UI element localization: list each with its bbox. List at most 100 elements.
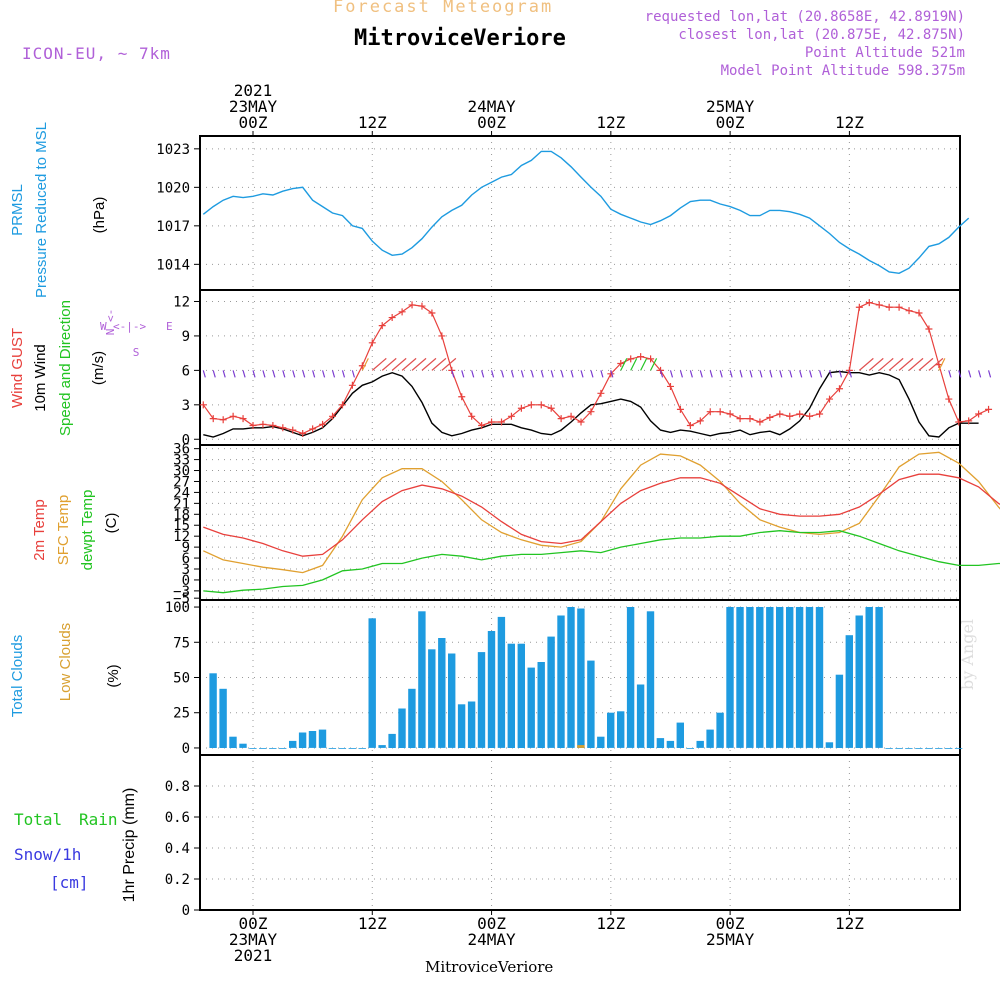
wind-gust-marker xyxy=(527,401,535,409)
y-tick-label: 9 xyxy=(182,329,190,345)
wind-gust-marker xyxy=(865,299,873,307)
wind-direction-arrow xyxy=(252,370,256,378)
wind-gust-marker xyxy=(985,405,993,413)
wind-gust-marker xyxy=(806,412,814,420)
y-tick-label: 0 xyxy=(182,573,190,589)
total-clouds-bar xyxy=(845,635,853,748)
y-tick-label: 1023 xyxy=(156,142,190,158)
time-label-top: 00Z xyxy=(477,113,506,132)
wind-gust-marker xyxy=(726,410,734,418)
wind-gust-marker xyxy=(567,412,575,420)
total-clouds-bar xyxy=(457,704,466,748)
wind-gust-marker xyxy=(329,412,337,420)
panel-frame-temperature xyxy=(199,444,961,601)
wind-gust-marker xyxy=(378,322,386,330)
wind-direction-arrow xyxy=(978,370,982,378)
wind-gust-marker xyxy=(458,393,466,401)
wind-gust-marker xyxy=(537,401,545,409)
wind-gust-marker xyxy=(547,404,555,412)
total-clouds-bar xyxy=(626,607,635,748)
wind-direction-arrow xyxy=(451,370,455,378)
wind-gust-marker xyxy=(488,418,496,426)
wind-gust-marker xyxy=(855,303,863,311)
wind-gust-marker xyxy=(716,408,724,416)
total-clouds-bar xyxy=(656,738,665,748)
total-label: Total xyxy=(14,810,62,829)
time-label-top: 23MAY xyxy=(229,97,278,116)
wind-gust-marker xyxy=(657,366,665,374)
total-clouds-bar xyxy=(736,607,744,748)
wind-gust-marker xyxy=(299,430,307,438)
total-clouds-bar xyxy=(915,748,923,749)
wind-direction-arrow xyxy=(530,370,534,378)
total-clouds-bar xyxy=(308,731,317,748)
wind-gust-marker xyxy=(219,416,227,424)
precip-unit-label: 1hr Precip (mm) xyxy=(121,788,138,903)
total-clouds-bar xyxy=(567,607,575,748)
time-label-top: 12Z xyxy=(596,113,625,132)
wind-direction-arrow xyxy=(948,370,952,378)
y-tick-label: 15 xyxy=(173,518,190,534)
low-clouds-bar xyxy=(577,745,585,748)
wind-gust-marker xyxy=(557,415,565,423)
wind-gust-marker xyxy=(448,366,456,374)
wind-gust-marker xyxy=(478,421,486,429)
total-clouds-bar xyxy=(557,615,565,748)
wind-speed-line xyxy=(203,370,979,438)
wind-direction-arrow xyxy=(341,370,346,378)
wind-direction-arrow xyxy=(828,370,833,378)
wind-gust-marker xyxy=(507,412,515,420)
pressure-label-msl: Pressure Reduced to MSL xyxy=(33,122,50,298)
wind-direction-arrow xyxy=(421,357,437,371)
total-clouds-bar xyxy=(825,742,834,748)
total-clouds-bar xyxy=(666,740,675,748)
time-label-bottom: 00Z xyxy=(716,914,745,933)
y-tick-label: 0.4 xyxy=(165,841,190,857)
wind-gust-marker xyxy=(398,308,406,316)
wind-gust-marker xyxy=(835,385,843,393)
wind-gust-marker xyxy=(945,395,953,403)
wind-gust-marker xyxy=(597,389,605,397)
total-clouds-bar xyxy=(328,748,337,749)
wind-gust-marker xyxy=(706,408,714,416)
y-tick-label: 33 xyxy=(173,453,190,469)
snow-label: Snow/1h xyxy=(14,845,81,864)
wind-direction-arrow xyxy=(630,358,638,371)
wind-direction-arrow xyxy=(669,370,674,378)
point-altitude: Point Altitude 521m xyxy=(804,45,965,61)
total-clouds-bar xyxy=(815,607,824,748)
total-clouds-bar xyxy=(358,748,366,749)
time-label-bottom: 12Z xyxy=(835,914,864,933)
total-clouds-bar xyxy=(428,649,436,748)
total-clouds-bar xyxy=(448,653,456,748)
compass-arrow-label: <-|-> xyxy=(113,320,146,333)
total-clouds-bar xyxy=(229,736,237,748)
wind-direction-arrow xyxy=(401,357,417,371)
wind-gust-marker xyxy=(388,314,396,322)
total-clouds-bar xyxy=(249,748,257,749)
total-clouds-bar xyxy=(895,748,903,749)
total-clouds-bar xyxy=(597,736,605,748)
total-clouds-bar xyxy=(438,638,446,748)
total-clouds-bar xyxy=(795,607,804,748)
wind-gust-marker xyxy=(418,302,426,310)
total-clouds-bar xyxy=(497,616,506,748)
y-tick-label: 27 xyxy=(173,474,190,490)
total-clouds-bar xyxy=(338,748,347,749)
y-tick-label: 30 xyxy=(173,464,190,480)
total-clouds-bar xyxy=(716,712,724,748)
wind-direction-arrow xyxy=(431,357,447,371)
wind-gust-marker xyxy=(915,309,923,317)
total-clouds-bar xyxy=(756,607,764,748)
total-clouds-bar xyxy=(318,729,327,748)
wind-gust-marker xyxy=(587,408,595,416)
y-tick-label: 0.6 xyxy=(165,810,190,826)
time-label-top: 25MAY xyxy=(706,97,755,116)
wind-direction-arrow xyxy=(709,370,713,378)
wind-gust-marker xyxy=(348,381,356,389)
wind-direction-arrow xyxy=(461,370,465,378)
wind-gust-marker xyxy=(637,353,645,361)
wind-direction-arrow xyxy=(689,370,693,378)
wind-gust-marker xyxy=(826,395,834,403)
total-clouds-bar xyxy=(477,652,486,748)
